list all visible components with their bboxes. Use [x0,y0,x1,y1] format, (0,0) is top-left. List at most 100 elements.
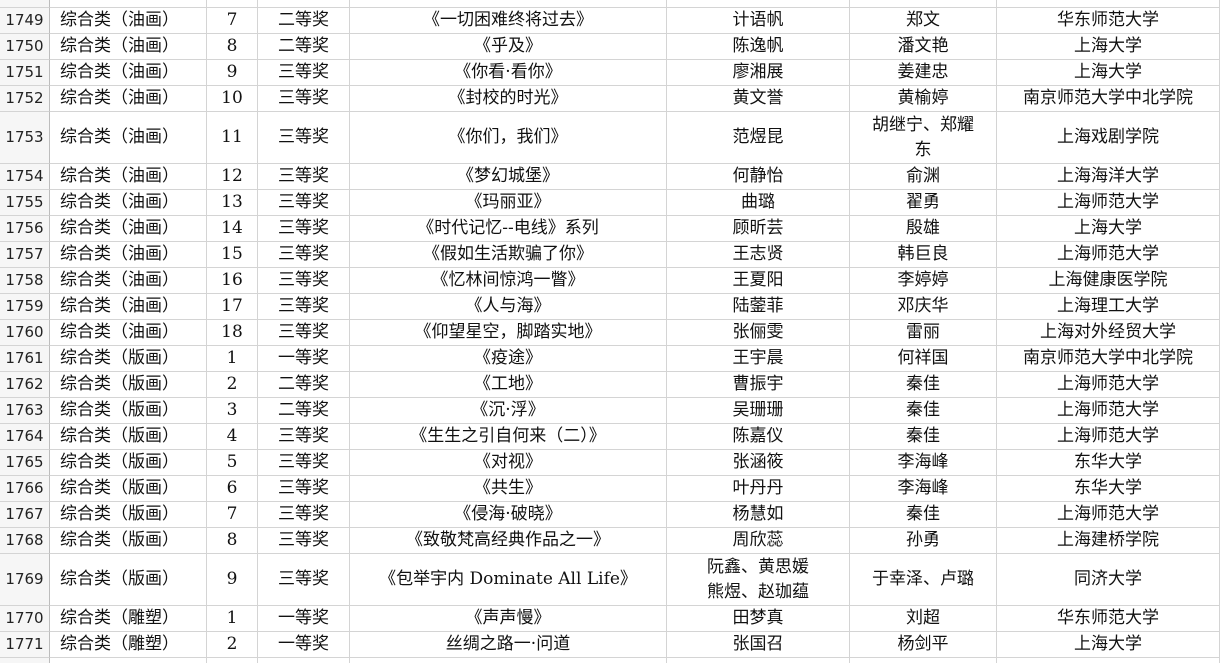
cell: 18 [207,320,258,346]
row-header: 1760 [0,320,50,346]
cell: 阮鑫、黄思媛 熊煜、赵珈蕴 [667,554,850,606]
row-header: 1765 [0,450,50,476]
cell: 顾昕芸 [667,216,850,242]
cell: 一等奖 [258,346,350,372]
cell: 16 [207,268,258,294]
cell: 2 [207,632,258,658]
row-header: 1770 [0,606,50,632]
cell: 张俪雯 [667,320,850,346]
cell: 东华大学 [997,476,1220,502]
cell: 上海师范大学 [997,372,1220,398]
cell: 李海峰 [850,476,997,502]
cell: 综合类（油画） [50,216,207,242]
row-header: 1758 [0,268,50,294]
cell: 上海海洋大学 [997,164,1220,190]
cell: 《一切困难终将过去》 [350,8,667,34]
cell: 《玛丽亚》 [350,190,667,216]
cell: 李婷婷 [850,268,997,294]
cell: 综合类（版画） [50,554,207,606]
cell: 7 [207,502,258,528]
row-header: 1751 [0,60,50,86]
cell: 二等奖 [258,8,350,34]
cell: 9 [207,60,258,86]
cell: 综合类（版画） [50,346,207,372]
cell: 上海对外经贸大学 [997,320,1220,346]
cell: 秦佳 [850,372,997,398]
cell: 《假如生活欺骗了你》 [350,242,667,268]
row-header: 1768 [0,528,50,554]
cell: 13 [207,190,258,216]
cell: 二等奖 [258,398,350,424]
cell: 杨剑平 [850,632,997,658]
cell: 姜建忠 [850,60,997,86]
row-header: 1762 [0,372,50,398]
cell: 《疫途》 [350,346,667,372]
cell: 计语帆 [667,8,850,34]
row-header: 1755 [0,190,50,216]
cell: 《你们，我们》 [350,112,667,164]
cell: 7 [207,8,258,34]
cell: 陆蓥菲 [667,294,850,320]
cell: 《封校的时光》 [350,86,667,112]
cell: 三等奖 [258,424,350,450]
cell: 5 [207,450,258,476]
row-header: 1752 [0,86,50,112]
cell: 1 [207,346,258,372]
cell: 一等奖 [258,606,350,632]
cell [667,0,850,8]
cell: 《共生》 [350,476,667,502]
cell: 三等奖 [258,294,350,320]
cell: 综合类（雕塑） [50,632,207,658]
row-header: 1764 [0,424,50,450]
cell: 秦佳 [850,398,997,424]
cell: 综合类（版画） [50,502,207,528]
cell [50,658,207,663]
cell: 《忆林间惊鸿一瞥》 [350,268,667,294]
row-header: 1763 [0,398,50,424]
cell: 综合类（油画） [50,242,207,268]
cell: 2 [207,372,258,398]
cell: 同济大学 [997,554,1220,606]
cell: 曲璐 [667,190,850,216]
cell: 二等奖 [258,34,350,60]
cell: 《生生之引自何来（二）》 [350,424,667,450]
cell: 上海健康医学院 [997,268,1220,294]
cell: 三等奖 [258,190,350,216]
cell: 叶丹丹 [667,476,850,502]
cell: 上海师范大学 [997,242,1220,268]
cell: 8 [207,34,258,60]
cell: 南京师范大学中北学院 [997,86,1220,112]
cell: 廖湘展 [667,60,850,86]
cell: 何静怡 [667,164,850,190]
cell: 综合类（版画） [50,528,207,554]
cell [258,0,350,8]
cell: 孙勇 [850,528,997,554]
cell: 雷丽 [850,320,997,346]
row-header [0,658,50,663]
cell: 11 [207,112,258,164]
row-header: 1759 [0,294,50,320]
cell: 上海师范大学 [997,502,1220,528]
cell: 黄榆婷 [850,86,997,112]
cell [850,658,997,663]
cell: 丝绸之路一·问道 [350,632,667,658]
cell: 《乎及》 [350,34,667,60]
cell: 吴珊珊 [667,398,850,424]
cell [350,658,667,663]
cell: 10 [207,86,258,112]
cell: 上海师范大学 [997,424,1220,450]
cell: 秦佳 [850,424,997,450]
cell: 上海师范大学 [997,190,1220,216]
row-header: 1757 [0,242,50,268]
cell: 邓庆华 [850,294,997,320]
row-header: 1767 [0,502,50,528]
cell: 三等奖 [258,60,350,86]
cell: 综合类（油画） [50,294,207,320]
cell: 上海师范大学 [997,398,1220,424]
cell: 胡继宁、郑耀 东 [850,112,997,164]
cell: 翟勇 [850,190,997,216]
cell: 曹振宇 [667,372,850,398]
cell: 华东师范大学 [997,8,1220,34]
cell: 华东师范大学 [997,606,1220,632]
cell: 上海戏剧学院 [997,112,1220,164]
